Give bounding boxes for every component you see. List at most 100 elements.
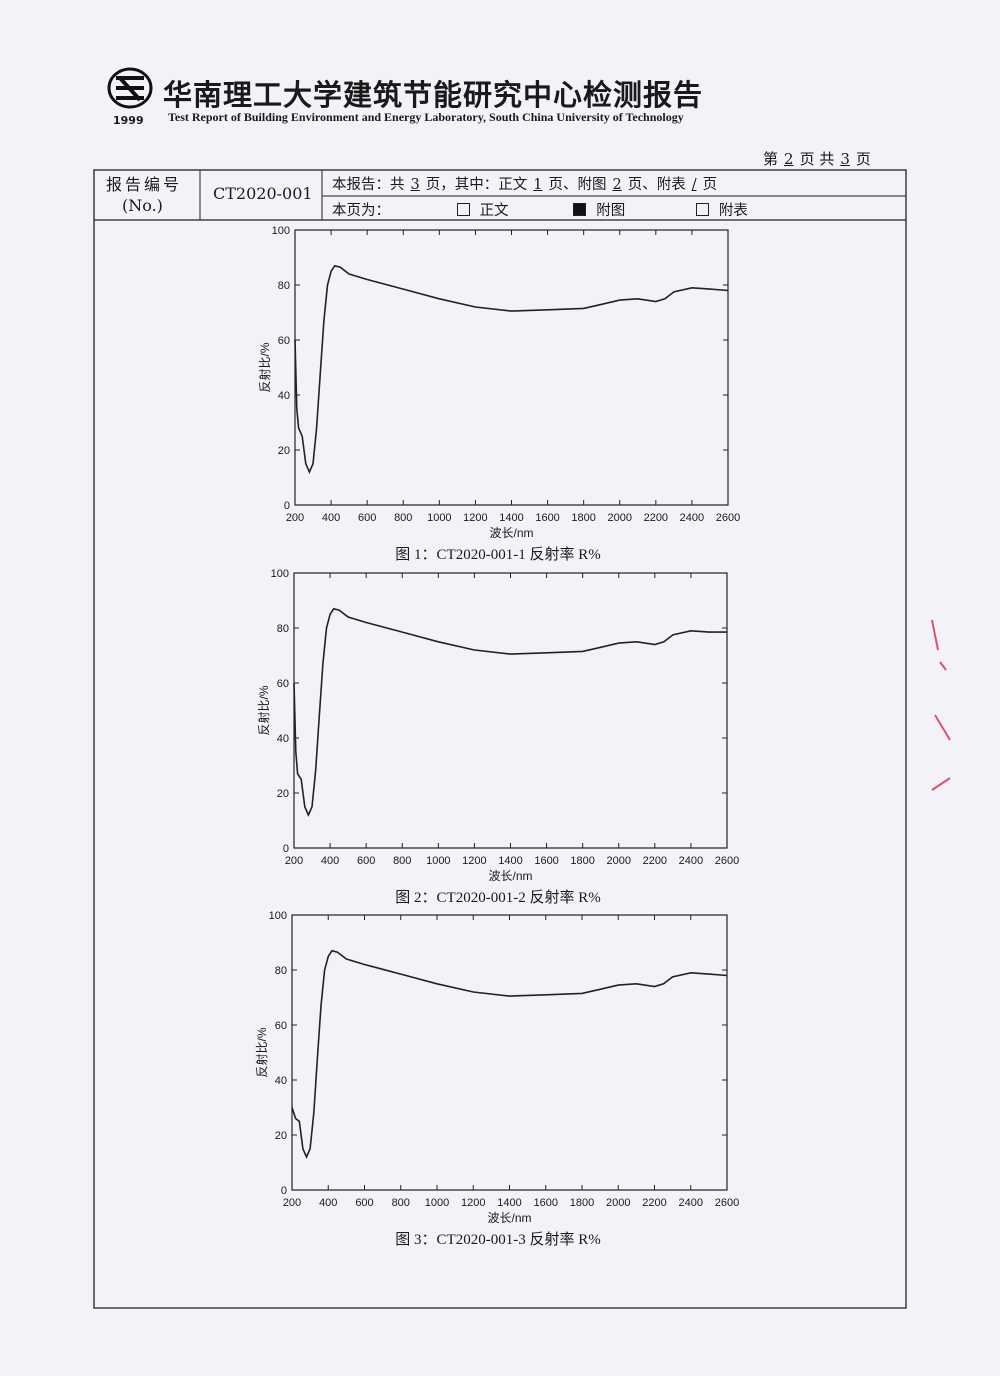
x-tick-label: 2400 bbox=[679, 855, 703, 867]
y-tick-label: 40 bbox=[277, 733, 289, 745]
x-tick-label: 1400 bbox=[498, 855, 522, 867]
text: 页，其中：正文 bbox=[425, 177, 528, 193]
x-tick-label: 1200 bbox=[462, 855, 486, 867]
y-axis-label: 反射比/% bbox=[257, 342, 272, 392]
y-tick-label: 40 bbox=[278, 390, 290, 402]
x-tick-label: 800 bbox=[392, 1197, 410, 1209]
x-tick-label: 800 bbox=[394, 512, 412, 524]
x-tick-label: 400 bbox=[319, 1197, 337, 1209]
x-tick-label: 2200 bbox=[643, 855, 667, 867]
x-tick-label: 2600 bbox=[716, 512, 740, 524]
page-total: 3 bbox=[840, 150, 850, 168]
report-no-label: 报告编号 bbox=[106, 175, 183, 194]
x-tick-label: 1600 bbox=[534, 1197, 558, 1209]
y-tick-label: 60 bbox=[278, 335, 290, 347]
x-tick-label: 1000 bbox=[425, 1197, 449, 1209]
text: 页 bbox=[702, 177, 718, 193]
x-tick-label: 2000 bbox=[608, 512, 632, 524]
x-tick-label: 600 bbox=[355, 1197, 373, 1209]
report-title: 华南理工大学建筑节能研究中心检测报告 bbox=[163, 78, 704, 112]
checkbox bbox=[456, 203, 470, 216]
x-tick-label: 2200 bbox=[642, 1197, 666, 1209]
y-tick-label: 0 bbox=[281, 1185, 287, 1197]
x-tick-label: 1800 bbox=[570, 855, 594, 867]
plot-area bbox=[294, 229, 729, 506]
report-subtitle: Test Report of Building Environment and … bbox=[168, 110, 684, 124]
x-tick-label: 200 bbox=[286, 512, 304, 524]
summary: 本报告：共 3 页，其中：正文 1 页、附图 2 页、附表 / 页 bbox=[332, 173, 717, 194]
y-tick-label: 40 bbox=[275, 1075, 287, 1087]
reflectance-line bbox=[293, 607, 727, 817]
y-tick-label: 0 bbox=[284, 500, 290, 512]
y-tick-label: 80 bbox=[277, 623, 289, 635]
page-number: 2 bbox=[784, 150, 794, 168]
text: 页 bbox=[855, 150, 871, 168]
x-tick-label: 1600 bbox=[535, 512, 559, 524]
plot-area bbox=[293, 572, 728, 849]
y-tick-label: 20 bbox=[275, 1130, 287, 1142]
x-tick-label: 2600 bbox=[715, 1197, 739, 1209]
y-tick-label: 60 bbox=[275, 1020, 287, 1032]
x-tick-label: 2000 bbox=[607, 855, 631, 867]
count: 1 bbox=[533, 177, 543, 193]
reflectance-line bbox=[291, 949, 728, 1159]
count: 2 bbox=[612, 177, 622, 193]
x-tick-label: 200 bbox=[283, 1197, 301, 1209]
y-axis-label: 反射比/% bbox=[256, 685, 271, 735]
x-axis-label: 波长/nm bbox=[489, 526, 533, 540]
x-tick-label: 1000 bbox=[426, 855, 450, 867]
count: / bbox=[691, 177, 697, 193]
y-tick-label: 20 bbox=[277, 788, 289, 800]
x-tick-label: 1400 bbox=[499, 512, 523, 524]
x-tick-label: 2200 bbox=[644, 512, 668, 524]
y-tick-label: 80 bbox=[278, 280, 290, 292]
text: 页 共 bbox=[799, 150, 835, 168]
checkbox bbox=[573, 203, 587, 216]
y-tick-label: 100 bbox=[272, 225, 290, 237]
page-type: 本页为： 正文 附图 附表 bbox=[332, 199, 748, 220]
plot-area bbox=[291, 914, 728, 1191]
x-tick-label: 1000 bbox=[427, 512, 451, 524]
figure-caption: 图 2：CT2020-001-2 反射率 R% bbox=[395, 889, 600, 906]
checkbox bbox=[695, 203, 709, 216]
label: 本页为： bbox=[332, 203, 390, 219]
x-tick-label: 600 bbox=[357, 855, 375, 867]
option: 附表 bbox=[718, 203, 748, 219]
logo-year: 1999 bbox=[113, 114, 144, 127]
x-tick-label: 1200 bbox=[461, 1197, 485, 1209]
logo bbox=[107, 67, 153, 109]
x-tick-label: 200 bbox=[285, 855, 303, 867]
y-tick-label: 0 bbox=[283, 843, 289, 855]
x-tick-label: 600 bbox=[358, 512, 376, 524]
figure-caption: 图 3：CT2020-001-3 反射率 R% bbox=[395, 1231, 600, 1248]
option: 附图 bbox=[596, 203, 626, 219]
x-tick-label: 2400 bbox=[680, 512, 704, 524]
x-tick-label: 1200 bbox=[463, 512, 487, 524]
y-tick-label: 80 bbox=[275, 965, 287, 977]
text: 页、附图 bbox=[548, 177, 607, 193]
y-tick-label: 100 bbox=[269, 910, 287, 922]
report-no-label-en: (No.) bbox=[122, 196, 163, 215]
x-tick-label: 2000 bbox=[606, 1197, 630, 1209]
text: 本报告：共 bbox=[332, 177, 405, 193]
figure-caption: 图 1：CT2020-001-1 反射率 R% bbox=[395, 546, 600, 563]
option: 正文 bbox=[479, 203, 509, 219]
x-tick-label: 1400 bbox=[497, 1197, 521, 1209]
x-axis-label: 波长/nm bbox=[488, 869, 532, 883]
text: 页、附表 bbox=[627, 177, 686, 193]
x-tick-label: 400 bbox=[322, 512, 340, 524]
y-tick-label: 20 bbox=[278, 445, 290, 457]
x-tick-label: 1600 bbox=[534, 855, 558, 867]
y-tick-label: 60 bbox=[277, 678, 289, 690]
count: 3 bbox=[410, 177, 420, 193]
x-tick-label: 1800 bbox=[570, 1197, 594, 1209]
x-tick-label: 800 bbox=[393, 855, 411, 867]
text: 第 bbox=[763, 150, 779, 168]
x-tick-label: 1800 bbox=[571, 512, 595, 524]
x-tick-label: 2600 bbox=[715, 855, 739, 867]
x-axis-label: 波长/nm bbox=[487, 1211, 531, 1225]
x-tick-label: 2400 bbox=[679, 1197, 703, 1209]
